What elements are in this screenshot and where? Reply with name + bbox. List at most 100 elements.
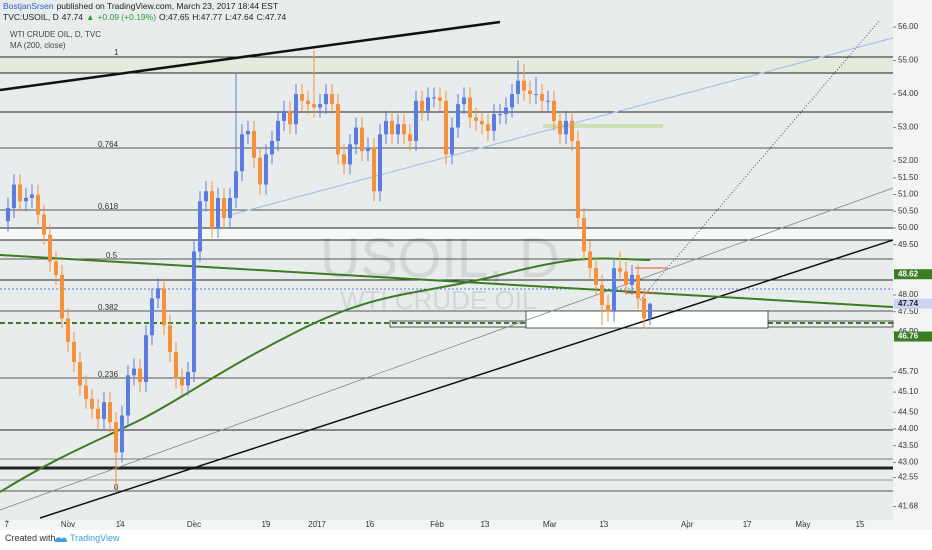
logo <box>55 537 67 542</box>
candle-body <box>155 288 160 299</box>
y-tick-label: 45.70 <box>898 367 919 376</box>
candle-body <box>485 124 490 131</box>
candle-body <box>125 375 130 416</box>
candle-body <box>455 104 460 128</box>
candle-body <box>491 114 496 131</box>
candle-body <box>551 100 556 121</box>
candle-body <box>569 120 574 141</box>
y-tick-label: 45.10 <box>898 387 919 396</box>
x-tick-label: 13 <box>481 520 490 529</box>
y-tick-label: 51.50 <box>898 173 919 182</box>
candle-body <box>89 398 94 409</box>
candle-body <box>647 303 652 319</box>
candle-body <box>185 372 190 386</box>
trend-line <box>39 239 894 519</box>
candle-body <box>443 100 448 155</box>
fib-label: 0.618 <box>98 202 119 211</box>
candle-body <box>395 124 400 135</box>
ohlc: L:47.64 <box>225 12 254 22</box>
candle-body <box>227 197 232 218</box>
band <box>0 228 893 240</box>
candle-body <box>17 184 22 202</box>
candle-body <box>179 378 184 386</box>
y-tick-label: 44.00 <box>898 424 919 433</box>
moving-average <box>0 257 651 493</box>
candle-body <box>341 154 346 165</box>
candle-body <box>233 171 238 198</box>
candle-body <box>581 217 586 252</box>
y-tick-label: 54.00 <box>898 89 919 98</box>
candle-body <box>65 318 70 342</box>
last: 47.74 <box>61 12 84 22</box>
fib-label: 0.382 <box>98 303 119 312</box>
price-label-bg <box>894 331 932 342</box>
candle-body <box>377 134 382 192</box>
candle-body <box>587 251 592 269</box>
candle-body <box>533 94 538 96</box>
brand[interactable]: TradingView <box>70 533 120 543</box>
candle-body <box>563 120 568 135</box>
candle-body <box>509 94 514 108</box>
y-tick-label: 42.55 <box>898 473 919 482</box>
x-tick-label: 15 <box>856 520 865 529</box>
candle-body <box>365 147 370 152</box>
fib-label: 0.5 <box>106 251 118 260</box>
x-tick-label: 2017 <box>308 520 326 529</box>
candle-body <box>347 144 352 165</box>
series-name: WTI CRUDE OIL, D, TVC <box>10 30 101 39</box>
candle-body <box>617 268 622 272</box>
candle-body <box>335 104 340 155</box>
candle-body <box>605 305 610 312</box>
x-tick-label: 13 <box>599 520 608 529</box>
candle-body <box>71 341 76 362</box>
candle-body <box>389 120 394 135</box>
candle-body <box>371 147 376 192</box>
candle-body <box>59 274 64 319</box>
author[interactable]: BostjanSrsen <box>3 1 54 11</box>
candle-body <box>5 207 10 222</box>
fib-label: 0.764 <box>98 140 119 149</box>
candle-body <box>323 94 328 105</box>
published: published on TradingView.com, March 23, … <box>56 1 279 11</box>
candle-body <box>461 97 466 105</box>
candle-body <box>629 274 634 285</box>
x-tick-label: 19 <box>262 520 271 529</box>
candle-body <box>575 140 580 218</box>
y-tick-label: 50.00 <box>898 223 919 232</box>
candle-body <box>527 90 532 95</box>
price-label: 46.76 <box>898 332 919 341</box>
candle-body <box>11 184 16 208</box>
x-tick-label: Nov <box>61 520 75 529</box>
x-tick-label: 7 <box>5 520 10 529</box>
candle-body <box>353 127 358 145</box>
y-tick-label: 47.50 <box>898 307 919 316</box>
candle-body <box>269 140 274 155</box>
candle-body <box>299 94 304 101</box>
candle-body <box>239 134 244 172</box>
candle-body <box>329 94 334 105</box>
candle-body <box>473 117 478 121</box>
y-tick-label: 51.00 <box>898 190 919 199</box>
price-label: 48.62 <box>898 269 919 278</box>
candle-body <box>95 408 100 419</box>
candle-body <box>107 402 112 423</box>
candle-body <box>407 134 412 141</box>
ohlc: O:47.65 <box>159 12 190 22</box>
y-tick-label: 44.50 <box>898 407 919 416</box>
candle-body <box>83 385 88 399</box>
symbol-line: TVC:USOIL, D 47.74 ▲ +0.09 (+0.19%) O:47.65 H… <box>3 12 289 22</box>
x-tick-label: 17 <box>743 520 752 529</box>
candle-body <box>161 288 166 326</box>
candle-body <box>35 194 40 215</box>
candle-body <box>257 157 262 185</box>
candle-body <box>173 351 178 379</box>
candle-body <box>221 197 226 218</box>
time-axis-bg <box>0 520 893 530</box>
candle-body <box>113 422 118 453</box>
y-tick-label: 41.68 <box>898 502 919 511</box>
levels <box>0 56 893 492</box>
candle-body <box>611 268 616 312</box>
y-tick-label: 43.00 <box>898 458 919 467</box>
x-tick-label: May <box>795 520 810 529</box>
